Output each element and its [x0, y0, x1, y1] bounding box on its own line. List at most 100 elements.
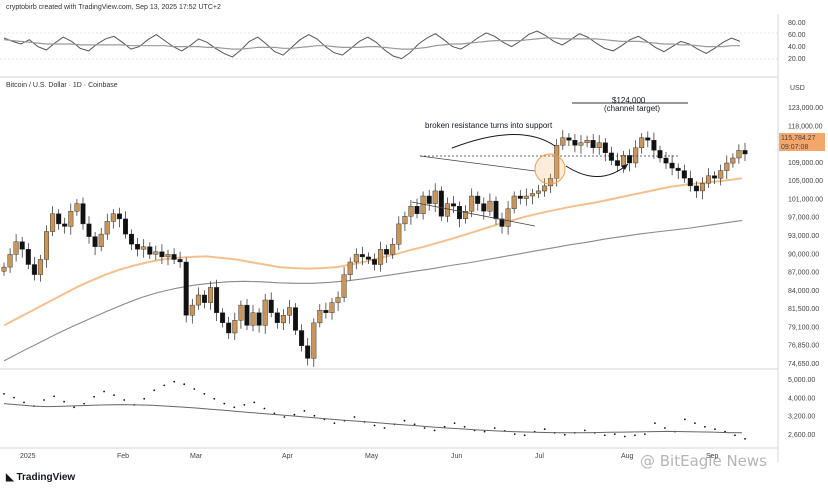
- lower-indicator-point: [423, 427, 426, 429]
- candle-up: [104, 221, 110, 235]
- candle-down: [742, 150, 748, 155]
- candle-down: [147, 246, 153, 255]
- candle-down: [627, 155, 633, 164]
- candle-up: [238, 304, 244, 321]
- time-x-tick: Apr: [282, 453, 294, 460]
- axes: 80.00 60.00 40.00 20.00 123,000.00 118,000.00…: [20, 20, 823, 460]
- lower-indicator-point: [403, 419, 406, 422]
- candle-up: [420, 195, 426, 214]
- candle-up: [706, 175, 712, 184]
- lower-indicator-point: [3, 393, 5, 395]
- candle-down: [201, 294, 207, 303]
- candle-up: [511, 195, 517, 209]
- candle-down: [481, 203, 487, 212]
- lower-indicator-point: [704, 425, 706, 428]
- lower-y-tick: 5,000.00: [788, 377, 815, 384]
- candle-up: [287, 307, 293, 316]
- lower-indicator-point: [193, 388, 196, 390]
- lower-indicator-point: [623, 435, 626, 438]
- annotation-arrowhead: [621, 164, 628, 170]
- candle-up: [207, 287, 213, 303]
- lower-indicator-point: [443, 425, 446, 428]
- lower-indicator-point: [644, 433, 646, 435]
- candle-down: [614, 160, 620, 166]
- candle-up: [554, 145, 560, 179]
- candle-down: [590, 139, 596, 148]
- oscillator-y-tick: 20.00: [788, 56, 806, 63]
- candle-up: [639, 137, 645, 148]
- candles: [1, 130, 748, 367]
- candle-up: [378, 249, 384, 265]
- lower-indicator-point: [313, 414, 316, 417]
- candle-down: [451, 203, 457, 207]
- last-price-label: 115,784.27: [781, 135, 816, 142]
- lower-y-tick: 2,600.00: [788, 432, 815, 439]
- lower-y-tick: 3,200.00: [788, 414, 815, 421]
- annotation-broken-resistance: broken resistance turns into support: [425, 121, 553, 130]
- candle-up: [232, 320, 238, 334]
- lower-indicator-point: [83, 402, 85, 405]
- price-y-tick: 93,000.00: [788, 233, 819, 240]
- lower-indicator-point: [463, 425, 466, 428]
- lower-indicator-point: [153, 389, 156, 392]
- lower-indicator-point: [253, 401, 256, 404]
- lower-indicator-point: [453, 422, 456, 424]
- candle-up: [250, 312, 256, 326]
- oscillator-y-tick: 60.00: [788, 32, 806, 39]
- lower-indicator-point: [23, 401, 25, 404]
- candle-up: [408, 205, 414, 217]
- lower-indicator-point: [243, 404, 246, 406]
- candle-up: [165, 254, 171, 258]
- candle-up: [487, 200, 493, 212]
- oscillator-y-tick: 40.00: [788, 44, 806, 51]
- lower-indicator-point: [163, 384, 166, 387]
- candle-up: [463, 210, 469, 219]
- oscillator-y-tick: 80.00: [788, 20, 806, 27]
- candle-down: [657, 150, 663, 159]
- candle-down: [663, 157, 669, 164]
- lower-indicator-point: [654, 422, 656, 424]
- time-x-tick: May: [365, 453, 379, 460]
- candle-up: [141, 246, 147, 250]
- price-y-tick: 97,000.00: [788, 215, 819, 222]
- candle-down: [645, 137, 651, 141]
- candle-up: [700, 183, 706, 192]
- lower-indicator-point: [53, 395, 55, 398]
- lower-indicator-point: [233, 406, 236, 409]
- lower-indicator-point: [283, 416, 286, 418]
- lower-indicator-point: [664, 427, 666, 429]
- candle-down: [183, 261, 189, 316]
- candle-up: [98, 233, 104, 248]
- annotation-arrow-right: [565, 163, 629, 177]
- time-x-tick: Mar: [190, 453, 203, 460]
- candle-down: [372, 259, 378, 265]
- candle-up: [542, 185, 548, 192]
- resistance-trendline: [419, 155, 536, 172]
- candle-up: [329, 302, 335, 313]
- tradingview-logo-text: TradingView: [16, 472, 76, 483]
- candle-up: [1, 266, 7, 272]
- candle-down: [171, 254, 177, 260]
- candle-down: [214, 287, 220, 313]
- price-y-tick: 81,500.00: [788, 306, 819, 313]
- lower-indicator-point: [563, 433, 566, 436]
- lower-indicator-point: [223, 402, 226, 405]
- candle-down: [365, 256, 371, 260]
- time-x-tick: 2025: [20, 453, 36, 460]
- candle-up: [153, 251, 159, 255]
- price-y-tick: 118,000.00: [788, 123, 823, 130]
- candle-down: [499, 218, 505, 227]
- lower-indicator-point: [173, 380, 176, 383]
- price-y-tick: 90,000.00: [788, 251, 819, 258]
- lower-indicator-point: [93, 395, 95, 398]
- lower-y-tick: 4,000.00: [788, 395, 815, 402]
- candle-up: [37, 259, 43, 275]
- candle-up: [50, 213, 56, 232]
- candle-down: [56, 213, 62, 225]
- candle-up: [390, 243, 396, 255]
- lower-indicator-point: [493, 427, 496, 429]
- lower-indicator-average: [3, 403, 743, 434]
- candle-up: [730, 157, 736, 164]
- candle-down: [256, 312, 262, 326]
